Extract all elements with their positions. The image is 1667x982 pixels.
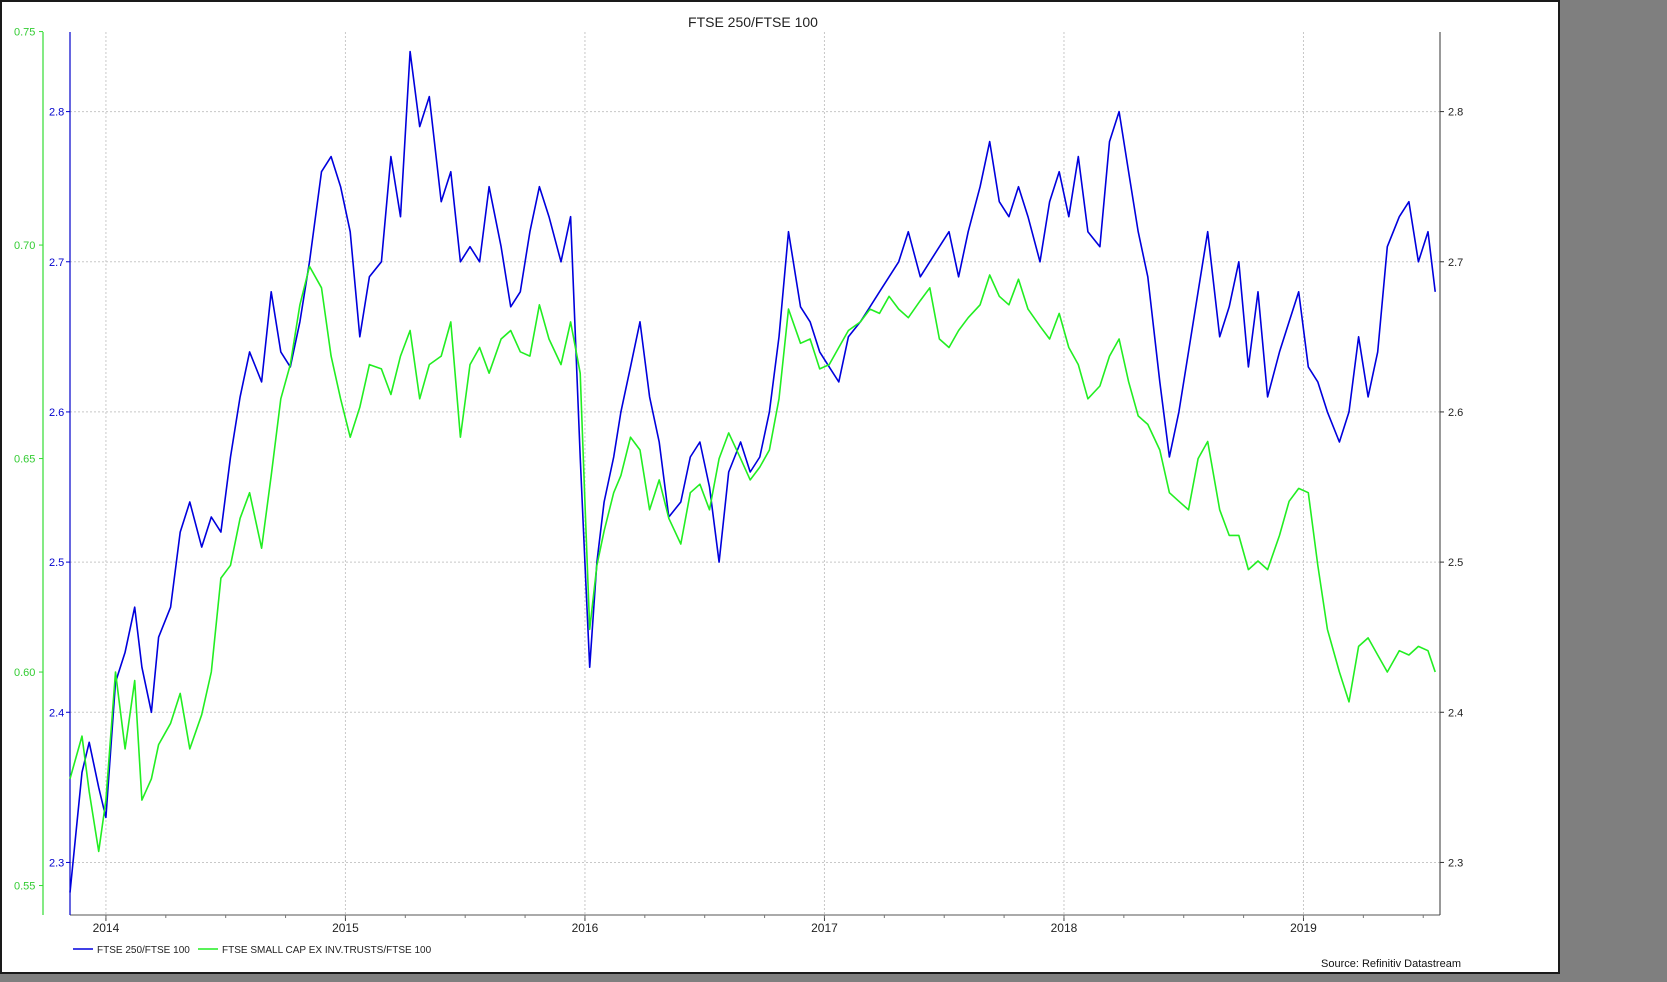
left-axis-green-tick-label: 0.55	[14, 881, 35, 893]
left-axis-blue-tick-label: 2.7	[49, 257, 64, 269]
x-axis-tick-label: 2017	[811, 921, 838, 935]
left-axis-green-tick-label: 0.60	[14, 667, 35, 679]
left-axis-blue-tick-label: 2.5	[49, 557, 64, 569]
right-axis-tick-label: 2.4	[1448, 707, 1463, 719]
x-axis-tick-label: 2018	[1051, 921, 1078, 935]
chart-svg: 0.55 0.60 0.65 0.70 0.75 2.3 2.4 2.5 2.6 2.7 2.8 2.…	[14, 14, 1463, 970]
series-line-smallcap	[69, 265, 1436, 853]
series-line-ftse250	[69, 50, 1436, 893]
axes-layer: 0.55 0.60 0.65 0.70 0.75 2.3 2.4 2.5 2.6 2.7 2.8 2.…	[14, 27, 1463, 935]
chart-frame: 0.55 0.60 0.65 0.70 0.75 2.3 2.4 2.5 2.6 2.7 2.8 2.…	[0, 0, 1560, 974]
left-axis-green-tick-label: 0.70	[14, 240, 35, 252]
left-axis-blue-tick-label: 2.4	[49, 707, 64, 719]
x-axis-tick-label: 2016	[572, 921, 599, 935]
right-axis-tick-label: 2.3	[1448, 857, 1463, 869]
source-label: Source: Refinitiv Datastream	[1321, 958, 1461, 970]
legend-label-smallcap: FTSE SMALL CAP EX INV.TRUSTS/FTSE 100	[222, 945, 432, 956]
left-axis-blue-tick-label: 2.6	[49, 407, 64, 419]
left-axis-blue-tick-label: 2.3	[49, 857, 64, 869]
legend: FTSE 250/FTSE 100 FTSE SMALL CAP EX INV.…	[73, 945, 432, 956]
right-axis-tick-label: 2.6	[1448, 407, 1463, 419]
series-layer	[69, 50, 1436, 893]
x-axis-tick-label: 2015	[332, 921, 359, 935]
x-axis-tick-label: 2019	[1290, 921, 1317, 935]
left-axis-green-tick-label: 0.75	[14, 27, 35, 39]
right-axis-tick-label: 2.8	[1448, 107, 1463, 119]
left-axis-blue-tick-label: 2.8	[49, 107, 64, 119]
legend-label-ftse250: FTSE 250/FTSE 100	[97, 945, 190, 956]
x-axis-tick-label: 2014	[93, 921, 120, 935]
right-axis-tick-label: 2.5	[1448, 557, 1463, 569]
grid-layer	[70, 32, 1440, 915]
chart-title: FTSE 250/FTSE 100	[688, 14, 818, 30]
right-axis-tick-label: 2.7	[1448, 257, 1463, 269]
left-axis-green-tick-label: 0.65	[14, 454, 35, 466]
